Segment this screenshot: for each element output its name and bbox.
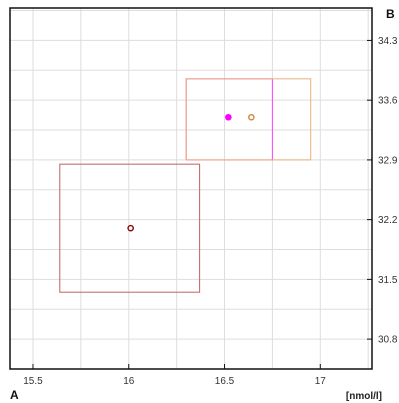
range-boxes <box>59 78 312 293</box>
plot-frame <box>9 7 373 370</box>
range-box-3 <box>185 78 312 161</box>
data-point-3 <box>248 113 255 121</box>
x-axis-unit-label: [nmol/l] <box>346 391 382 402</box>
y-tick-label: 34.3 <box>378 36 398 47</box>
data-points <box>127 113 255 232</box>
y-tick-label: 32.2 <box>378 215 398 226</box>
data-point-2 <box>225 113 232 121</box>
x-tick-label: 16 <box>123 376 135 387</box>
tick-labels: 15.5 16 16.5 17 30.8 31.5 32.2 32.9 33.6 34.3 <box>23 36 398 387</box>
y-tick-label: 31.5 <box>378 275 398 286</box>
y-tick-label: 32.9 <box>378 155 398 166</box>
x-tick-label: 16.5 <box>215 376 235 387</box>
y-axis-corner-label: B <box>386 7 395 21</box>
y-tick-label: 33.6 <box>378 96 398 107</box>
y-tick-label: 30.8 <box>378 335 398 346</box>
tick-marks <box>32 39 372 369</box>
data-point-1 <box>127 224 134 232</box>
x-axis-corner-label: A <box>10 388 19 402</box>
x-tick-label: 17 <box>315 376 327 387</box>
grid <box>10 8 372 370</box>
range-box-1 <box>59 163 201 293</box>
x-tick-label: 15.5 <box>23 376 43 387</box>
